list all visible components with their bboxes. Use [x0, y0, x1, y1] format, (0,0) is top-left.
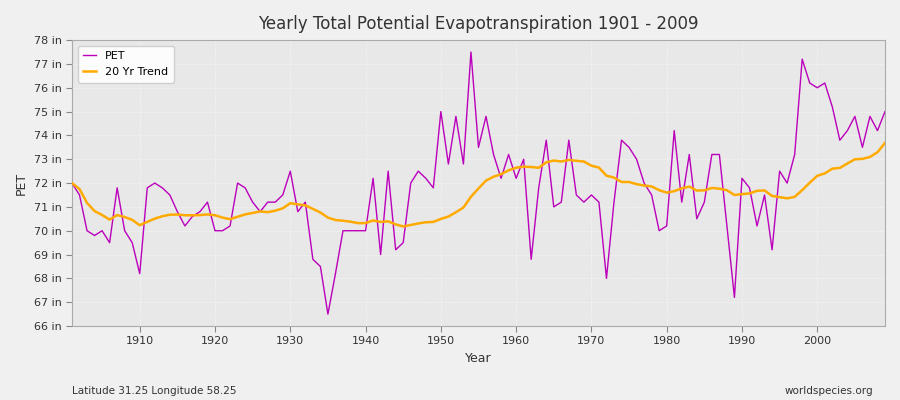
- PET: [616, 138, 627, 142]
- 20 Yr Trend: [398, 224, 409, 229]
- 20 Yr Trend: [338, 218, 348, 223]
- 20 Yr Trend: [510, 165, 521, 170]
- PET: [526, 257, 536, 262]
- 20 Yr Trend: [608, 175, 619, 180]
- PET: [67, 181, 77, 186]
- Line: 20 Yr Trend: 20 Yr Trend: [72, 143, 885, 226]
- PET: [879, 109, 890, 114]
- X-axis label: Year: Year: [465, 352, 491, 365]
- PET: [518, 157, 529, 162]
- Text: worldspecies.org: worldspecies.org: [785, 386, 873, 396]
- Text: Latitude 31.25 Longitude 58.25: Latitude 31.25 Longitude 58.25: [72, 386, 237, 396]
- Y-axis label: PET: PET: [15, 172, 28, 195]
- Line: PET: PET: [72, 52, 885, 314]
- Title: Yearly Total Potential Evapotranspiration 1901 - 2009: Yearly Total Potential Evapotranspiratio…: [258, 15, 698, 33]
- PET: [292, 209, 303, 214]
- PET: [465, 50, 476, 54]
- 20 Yr Trend: [879, 140, 890, 145]
- 20 Yr Trend: [518, 164, 529, 169]
- 20 Yr Trend: [127, 218, 138, 222]
- 20 Yr Trend: [292, 202, 303, 207]
- PET: [127, 240, 138, 245]
- PET: [322, 312, 333, 316]
- PET: [345, 228, 356, 233]
- 20 Yr Trend: [67, 181, 77, 186]
- Legend: PET, 20 Yr Trend: PET, 20 Yr Trend: [77, 46, 174, 82]
